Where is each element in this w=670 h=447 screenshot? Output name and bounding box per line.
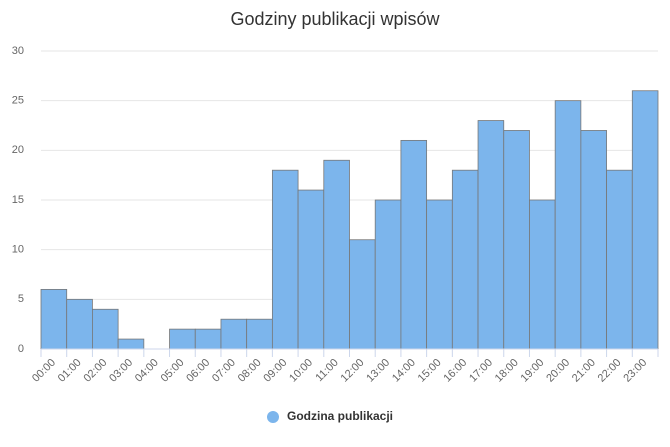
x-tick-label: 18:00 [493, 357, 521, 385]
bar [246, 318, 273, 350]
bar [220, 318, 248, 350]
bar [451, 169, 479, 350]
bar [271, 169, 299, 350]
bar [374, 199, 402, 350]
bar [92, 308, 119, 350]
x-tick-label: 09:00 [261, 357, 289, 385]
x-tick-label: 01:00 [56, 357, 84, 385]
x-tick-label: 17:00 [467, 357, 495, 385]
bar [117, 338, 145, 350]
x-tick-label: 03:00 [107, 357, 135, 385]
x-tick-label: 14:00 [390, 357, 418, 385]
bar [529, 199, 556, 350]
bar [606, 169, 633, 350]
x-tick-label: 16:00 [441, 357, 469, 385]
bar [503, 130, 530, 350]
x-tick-label: 04:00 [133, 357, 161, 385]
y-tick-label: 25 [12, 95, 24, 107]
y-tick-label: 0 [18, 343, 24, 355]
bar [297, 189, 325, 350]
x-tick-label: 11:00 [313, 357, 340, 384]
legend-marker [267, 411, 279, 423]
x-tick-label: 08:00 [236, 357, 264, 385]
y-tick-label: 20 [12, 144, 24, 156]
x-tick-label: 02:00 [81, 357, 109, 385]
bar [40, 288, 68, 350]
bar [554, 100, 582, 350]
bar [66, 298, 93, 350]
chart-title: Godziny publikacji wpisów [230, 9, 440, 29]
bar [349, 239, 376, 350]
bar [400, 139, 428, 350]
x-tick-label: 20:00 [544, 357, 572, 385]
x-tick-label: 21:00 [570, 357, 598, 385]
y-tick-label: 10 [12, 244, 24, 256]
bar [194, 328, 222, 350]
x-tick-label: 07:00 [210, 357, 238, 385]
bar [631, 90, 659, 350]
bar [169, 328, 196, 350]
x-tick-label: 05:00 [159, 357, 187, 385]
x-tick-label: 22:00 [596, 357, 624, 385]
y-tick-label: 30 [12, 45, 24, 57]
x-tick-label: 06:00 [184, 357, 212, 385]
x-tick-label: 00:00 [30, 357, 58, 385]
x-tick-label: 13:00 [364, 357, 392, 385]
y-tick-label: 15 [12, 194, 24, 206]
bar [580, 130, 607, 350]
y-tick-label: 5 [18, 293, 24, 305]
bar [426, 199, 453, 350]
x-tick-label: 23:00 [621, 357, 649, 385]
bar [323, 159, 350, 350]
x-tick-label: 12:00 [339, 357, 367, 385]
x-tick-label: 15:00 [416, 357, 444, 385]
x-tick-label: 19:00 [519, 357, 547, 385]
bar [477, 120, 505, 350]
legend-label: Godzina publikacji [287, 409, 393, 423]
x-tick-label: 10:00 [287, 357, 315, 385]
